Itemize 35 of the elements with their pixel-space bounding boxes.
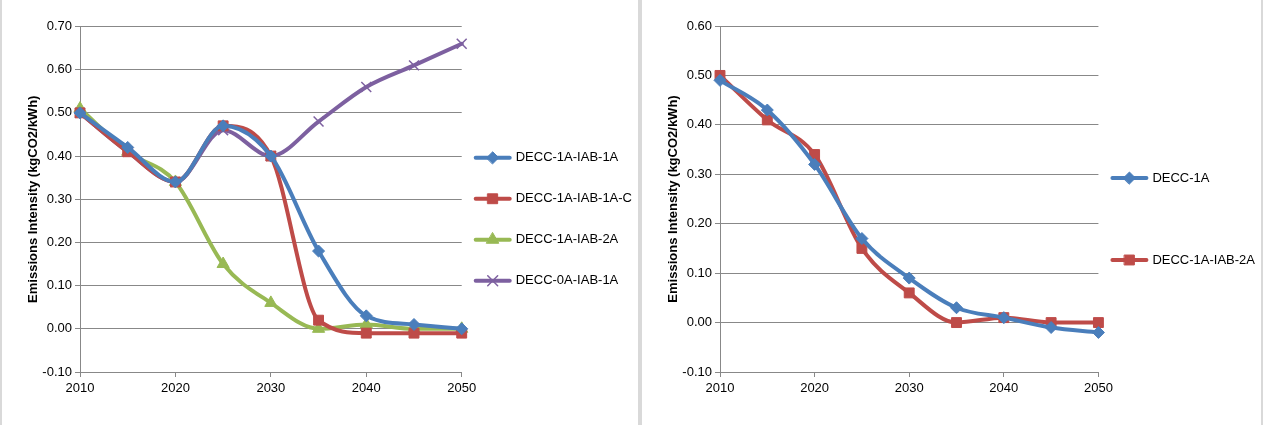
y-tick-label: 0.10 — [686, 264, 712, 280]
legend-label: DECC-1A-IAB-1A-C — [515, 190, 632, 206]
y-tick-label: 0.40 — [686, 116, 712, 132]
legend-label: DECC-0A-IAB-1A — [515, 272, 619, 288]
x-tick-label: 2030 — [894, 380, 924, 396]
x-tick-label: 2010 — [705, 380, 735, 396]
x-tick-label: 2020 — [800, 380, 830, 396]
y-tick-label: 0.20 — [46, 234, 72, 250]
y-tick-label: 0.60 — [686, 17, 712, 33]
y-tick-label: 0.20 — [686, 215, 712, 231]
legend-label: DECC-1A-IAB-2A — [1152, 251, 1256, 267]
y-tick-label: 0.70 — [46, 18, 72, 34]
legend-label: DECC-1A — [1152, 169, 1210, 185]
y-tick-label: 0.60 — [46, 61, 72, 77]
y-axis-title: Emissions Intensity (kgCO2/kWh) — [25, 95, 41, 303]
x-tick-label: 2050 — [1083, 380, 1113, 396]
x-tick-label: 2040 — [989, 380, 1019, 396]
y-tick-label: -0.10 — [682, 363, 712, 379]
x-tick-label: 2020 — [160, 380, 190, 396]
y-axis-title: Emissions Intensity (kgCO2/kWh) — [665, 95, 681, 303]
legend-label: DECC-1A-IAB-2A — [515, 231, 619, 247]
y-tick-label: 0.00 — [46, 320, 72, 336]
x-tick-label: 2040 — [351, 380, 381, 396]
y-tick-label: 0.30 — [46, 190, 72, 206]
x-tick-label: 2030 — [256, 380, 286, 396]
x-tick-label: 2050 — [447, 380, 477, 396]
legend-label: DECC-1A-IAB-1A — [515, 149, 619, 165]
y-tick-label: 0.10 — [46, 277, 72, 293]
y-tick-label: 0.00 — [686, 314, 712, 330]
y-tick-label: 0.30 — [686, 165, 712, 181]
y-tick-label: 0.40 — [46, 147, 72, 163]
x-tick-label: 2010 — [65, 380, 95, 396]
y-tick-label: -0.10 — [42, 363, 72, 379]
y-tick-label: 0.50 — [686, 67, 712, 83]
y-tick-label: 0.50 — [46, 104, 72, 120]
